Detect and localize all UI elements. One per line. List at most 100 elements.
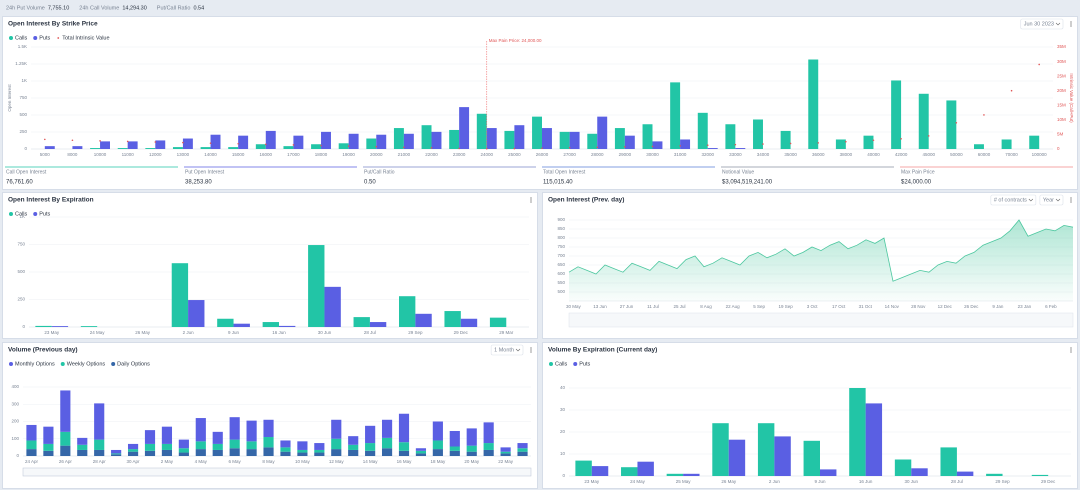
bar xyxy=(569,131,580,149)
menu-dot[interactable] xyxy=(530,199,532,201)
y2-tick-label: 15M xyxy=(1057,102,1066,107)
menu-dot[interactable] xyxy=(1070,201,1072,203)
legend-label[interactable]: Puts xyxy=(579,361,590,367)
y-tick-label: 500 xyxy=(17,269,25,274)
scatter-point xyxy=(513,147,516,150)
x-tick-label: 12 Dec xyxy=(938,304,953,309)
dropdown[interactable] xyxy=(1020,18,1064,30)
bar-segment xyxy=(415,448,427,451)
chevron[interactable] xyxy=(1028,198,1034,202)
bar-segment xyxy=(60,431,71,446)
chevron[interactable] xyxy=(1055,198,1061,202)
bar-segment xyxy=(263,447,274,456)
x-tick-label: 24 May xyxy=(630,479,646,484)
bar xyxy=(228,147,239,149)
x-tick-label: 23 Jan xyxy=(1018,304,1032,309)
legend-label[interactable]: Puts xyxy=(39,35,50,41)
dropdown-label[interactable]: 1 Month xyxy=(494,347,514,353)
bar xyxy=(621,467,638,476)
bar xyxy=(940,447,957,476)
stat-value: 0.50 xyxy=(364,180,376,186)
line xyxy=(568,219,1074,282)
x-tick-label: 31000 xyxy=(674,152,687,157)
menu-dot[interactable] xyxy=(1070,21,1072,23)
bar xyxy=(849,388,866,476)
legend-swatch xyxy=(60,362,65,366)
bar-segment xyxy=(483,449,494,456)
bar xyxy=(188,300,205,327)
legend-label[interactable]: Daily Options xyxy=(117,361,150,367)
bar-segment xyxy=(466,451,477,456)
x-tick-label: 20 May xyxy=(464,459,480,464)
dropdown-label[interactable]: Jun 30 2023 xyxy=(1024,21,1054,27)
menu-dot[interactable] xyxy=(1070,199,1072,201)
x-tick-label: 26 Dec xyxy=(964,304,979,309)
dropdown-label[interactable]: # of contracts xyxy=(994,197,1027,203)
volume-chart: Volume (Previous day) 1 Month Monthly Opti… xyxy=(8,344,532,477)
menu-dot[interactable] xyxy=(1070,349,1072,351)
dropdown[interactable] xyxy=(1039,194,1064,206)
menu-dot[interactable] xyxy=(530,349,532,351)
x-tick-label: 42000 xyxy=(895,152,908,157)
x-tick-label: 16 May xyxy=(397,459,413,464)
legend-label[interactable]: Weekly Options xyxy=(67,361,106,367)
x-tick-label: 8 May xyxy=(262,459,275,464)
bar-segment xyxy=(144,443,156,451)
bar xyxy=(72,146,83,149)
x-tick-label: 5000 xyxy=(40,152,51,157)
legend-label[interactable]: Calls xyxy=(555,361,567,367)
scatter-point xyxy=(182,141,184,144)
bar xyxy=(171,263,189,327)
bar xyxy=(728,439,746,476)
menu-dot[interactable] xyxy=(1070,197,1072,199)
bar xyxy=(803,440,820,476)
menu-dot[interactable] xyxy=(530,197,532,199)
chevron[interactable] xyxy=(515,348,521,352)
legend-label[interactable]: Total Intrinsic Value xyxy=(62,35,109,41)
bar-segment xyxy=(483,422,494,444)
x-tick-label: 11000 xyxy=(122,152,135,157)
legend-label[interactable]: Monthly Options xyxy=(15,361,55,367)
dropdown-label[interactable]: Year xyxy=(1043,197,1054,203)
bar xyxy=(338,143,349,149)
chevron[interactable] xyxy=(1055,22,1061,26)
menu-dot[interactable] xyxy=(530,351,532,353)
menu-dot[interactable] xyxy=(1070,351,1072,353)
x-tick-label: 45000 xyxy=(922,152,935,157)
menu-dot[interactable] xyxy=(530,347,532,349)
x-tick-label: 23 May xyxy=(44,330,60,335)
x-tick-label: 13 Jun xyxy=(593,304,607,309)
expiration-chart: Open Interest By Expiration Calls Puts 0 250… xyxy=(8,197,532,335)
stat-value: 76,761.60 xyxy=(6,180,33,186)
y2-tick-label: 25M xyxy=(1057,73,1066,78)
bar-segment xyxy=(297,449,308,453)
x-tick-label: 11 Jul xyxy=(647,304,659,309)
bar xyxy=(911,468,928,476)
x-tick-label: 2 May xyxy=(161,459,174,464)
bar xyxy=(835,139,846,149)
dropdown[interactable] xyxy=(490,344,524,356)
x-tick-label: 21000 xyxy=(398,152,411,157)
menu-dot[interactable] xyxy=(1070,23,1072,25)
legend-label[interactable]: Calls xyxy=(15,35,27,41)
panel: Open Interest By Strike Price Jun 30 2023… xyxy=(2,16,1078,190)
navigator[interactable] xyxy=(568,312,1074,328)
bar xyxy=(51,326,69,327)
menu-dot[interactable] xyxy=(530,201,532,203)
panel-title: Open Interest By Strike Price xyxy=(8,21,98,28)
legend-label[interactable]: Puts xyxy=(39,211,50,217)
navigator[interactable] xyxy=(22,467,532,477)
scatter-point xyxy=(154,141,157,143)
bar-segment xyxy=(263,437,274,448)
dropdown[interactable] xyxy=(990,194,1037,206)
menu-dot[interactable] xyxy=(1070,347,1072,349)
menu-dot[interactable] xyxy=(1070,25,1072,27)
x-tick-label: 30 Apr xyxy=(127,459,141,464)
scatter-point xyxy=(568,146,571,149)
bar xyxy=(431,131,442,149)
legend-label[interactable]: Calls xyxy=(15,211,27,217)
bar xyxy=(504,130,515,149)
bar-segment xyxy=(178,439,189,449)
x-tick-label: 27 Jun xyxy=(620,304,634,309)
